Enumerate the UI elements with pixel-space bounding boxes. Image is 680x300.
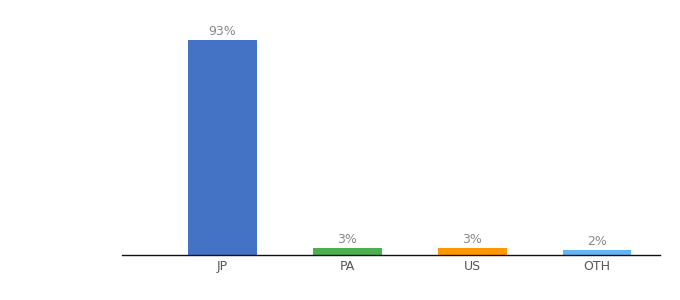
Text: 93%: 93% [209, 25, 236, 38]
Bar [313, 248, 381, 255]
Bar [188, 40, 257, 255]
Bar [563, 250, 632, 255]
Text: 2%: 2% [588, 235, 607, 248]
Bar [438, 248, 507, 255]
Text: 3%: 3% [462, 233, 482, 246]
Text: 3%: 3% [337, 233, 357, 246]
